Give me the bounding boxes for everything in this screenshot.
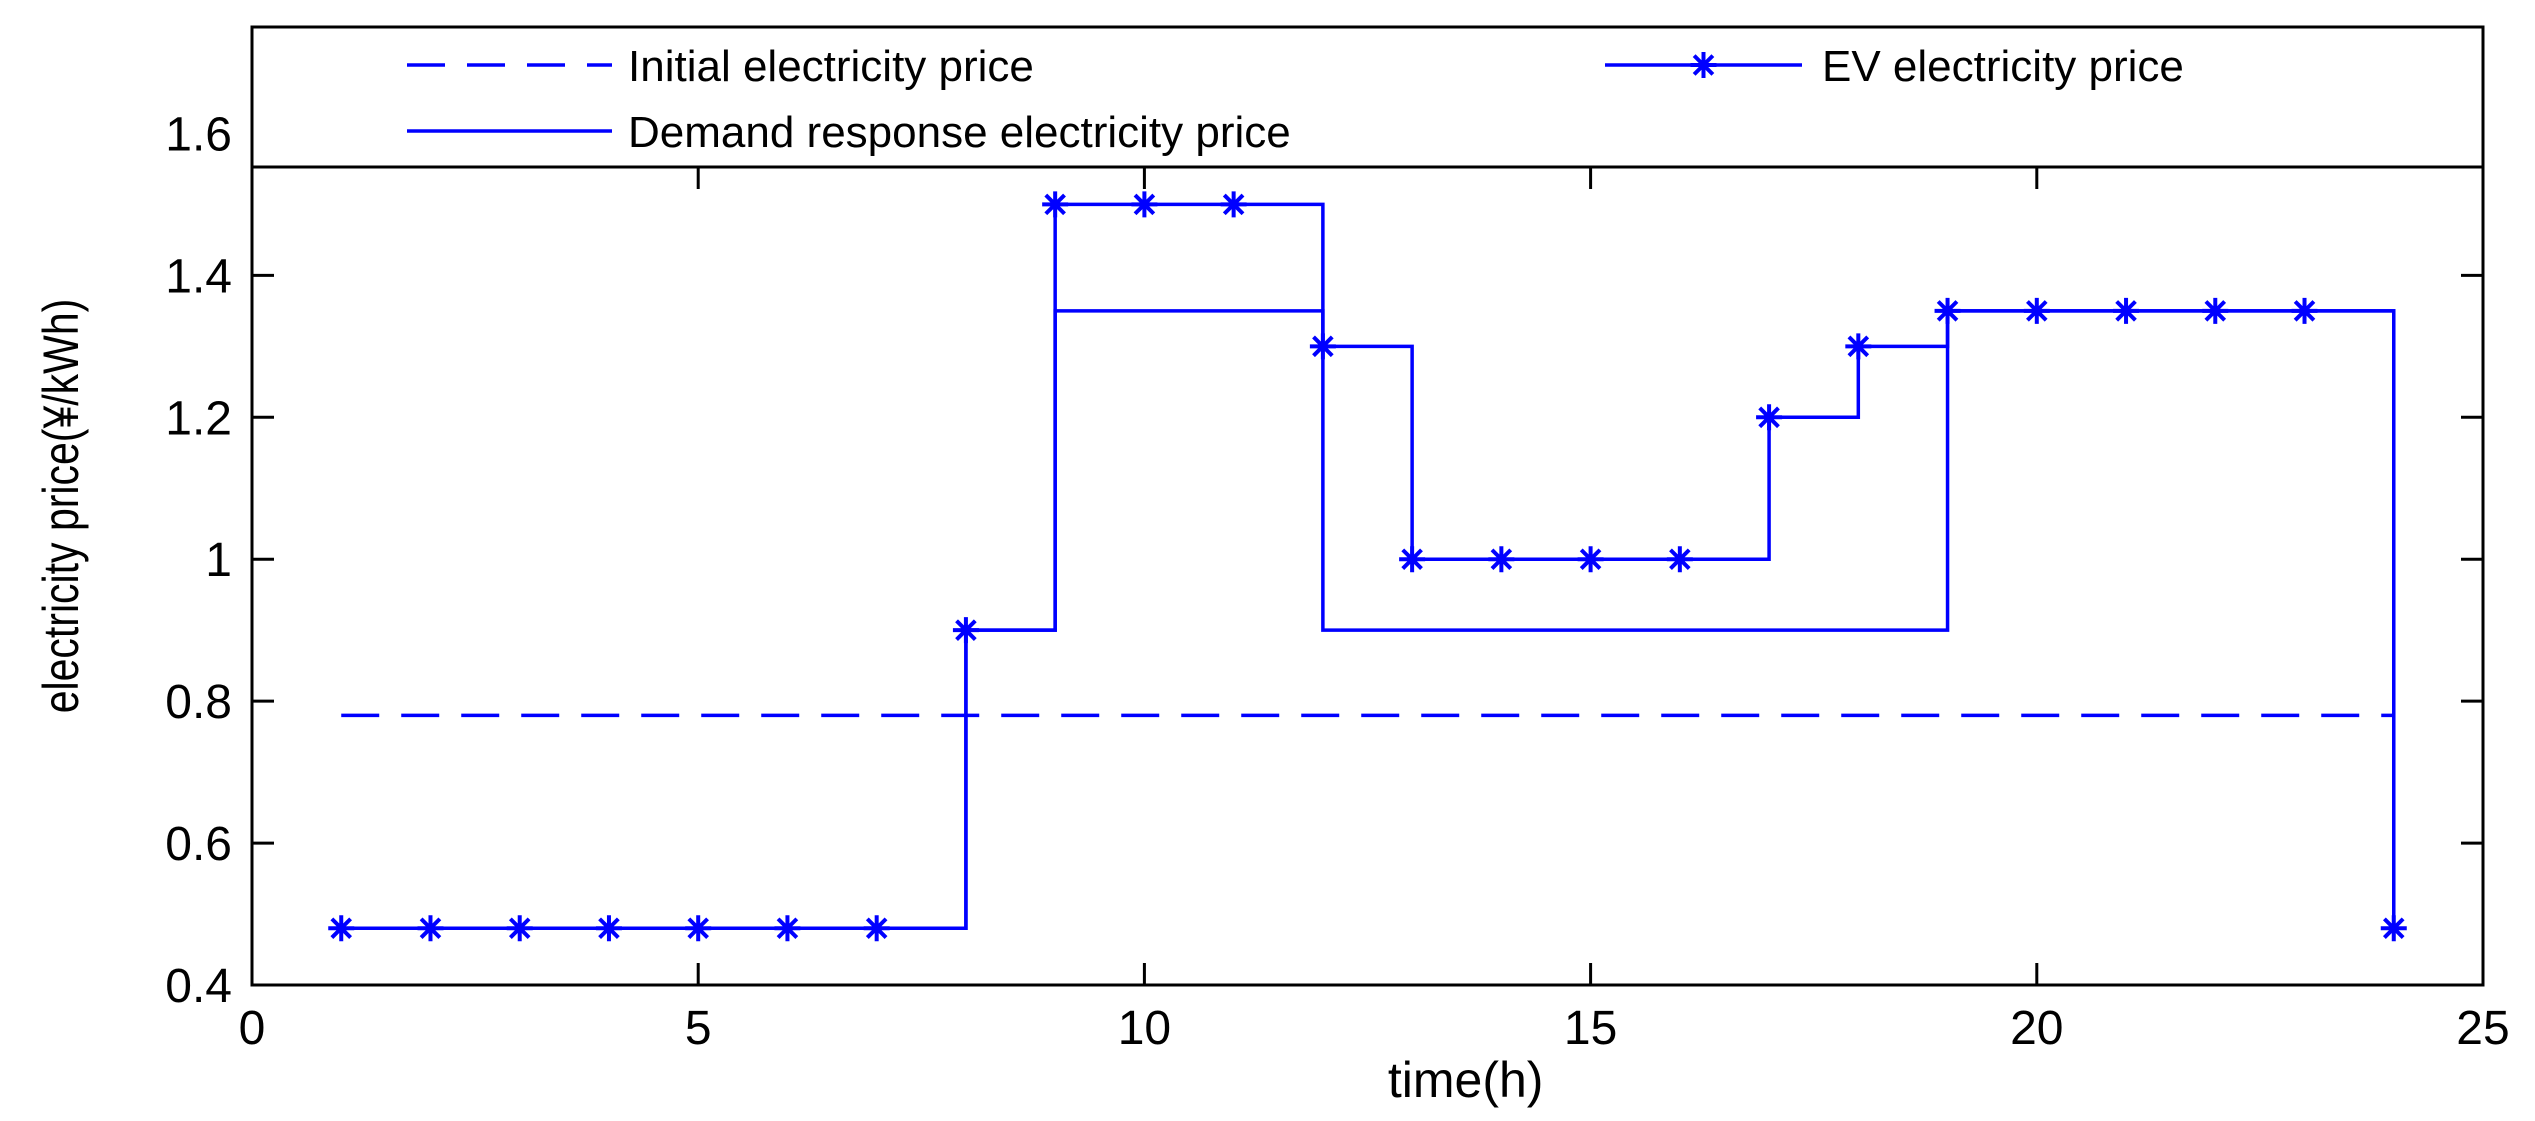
legend: Initial electricity price EV electricity …: [250, 25, 2485, 169]
legend-item-2: EV electricity price: [1605, 42, 2184, 91]
y-tick-label: 0.4: [165, 960, 232, 1013]
x-tick-label: 0: [239, 1002, 266, 1055]
y-tick-label: 1.2: [165, 392, 232, 445]
series-layer: [328, 191, 2407, 942]
series-3: [341, 309, 2396, 930]
legend-item-3: Demand response electricity price: [407, 108, 1291, 157]
ev-price-marker: [1131, 191, 1158, 218]
x-tick-label: 20: [2010, 1002, 2063, 1055]
y-tick-label: 1.6: [165, 108, 232, 161]
ev-price-marker: [1399, 546, 1426, 573]
x-axis-title: time(h): [1388, 1052, 1544, 1108]
y-tick-label: 0.6: [165, 818, 232, 871]
ev-price-marker: [1845, 333, 1872, 360]
x-tick-label: 15: [1564, 1002, 1617, 1055]
legend-label: EV electricity price: [1822, 42, 2184, 91]
legend-label: Demand response electricity price: [628, 108, 1291, 157]
legend-box: [250, 25, 2485, 169]
ev-price-marker: [1488, 546, 1515, 573]
ev-price-marker: [2380, 915, 2407, 942]
y-tick-label: 1: [205, 534, 232, 587]
legend-star-marker: [1690, 52, 1717, 78]
ev-price-marker: [1666, 546, 1693, 573]
x-tick-label: 10: [1118, 1002, 1171, 1055]
ev-price-marker: [1577, 546, 1604, 573]
y-tick-label: 1.4: [165, 250, 232, 303]
x-tick-label: 25: [2456, 1002, 2509, 1055]
ev-price-marker: [1220, 191, 1247, 218]
axes-layer: 0 5 10 15 20 25 0.4 0.6 0.8 1 1.2 1.4 1.6: [165, 25, 2510, 1055]
x-tick-label: 5: [685, 1002, 712, 1055]
y-tick-label: 0.8: [165, 676, 232, 729]
ev-price-marker: [1756, 404, 1783, 431]
series-line-demand-response-price: [341, 309, 2396, 930]
y-axis-title: electricity price(¥/kWh): [33, 299, 89, 714]
ev-price-marker: [1042, 191, 1069, 218]
legend-item-1: Initial electricity price: [407, 42, 1034, 91]
legend-label: Initial electricity price: [628, 42, 1034, 91]
